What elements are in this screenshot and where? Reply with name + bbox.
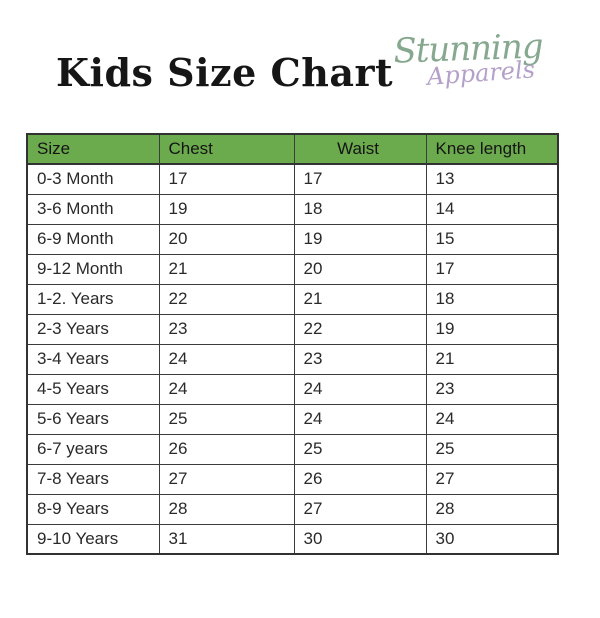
cell-size: 1-2. Years	[26, 283, 160, 315]
cell-knee: 21	[425, 343, 559, 375]
cell-waist: 20	[293, 253, 427, 285]
kids-size-chart-table: Size Chest Waist Knee length 0-3 Month 1…	[26, 133, 559, 555]
brand-logo: Stunning Apparels	[388, 26, 548, 90]
cell-knee: 27	[425, 463, 559, 495]
cell-waist: 19	[293, 223, 427, 255]
cell-chest: 24	[158, 343, 295, 375]
cell-size: 6-7 years	[26, 433, 160, 465]
cell-chest: 28	[158, 493, 295, 525]
cell-chest: 19	[158, 193, 295, 225]
column-header-knee-length: Knee length	[425, 133, 559, 165]
cell-waist: 24	[293, 403, 427, 435]
cell-size: 9-10 Years	[26, 523, 160, 555]
cell-size: 4-5 Years	[26, 373, 160, 405]
cell-size: 0-3 Month	[26, 163, 160, 195]
table-row: 6-7 years 26 25 25	[26, 433, 559, 465]
cell-waist: 26	[293, 463, 427, 495]
cell-size: 2-3 Years	[26, 313, 160, 345]
brand-name-apparels: Apparels	[426, 55, 536, 91]
cell-chest: 27	[158, 463, 295, 495]
cell-knee: 18	[425, 283, 559, 315]
cell-waist: 21	[293, 283, 427, 315]
cell-waist: 18	[293, 193, 427, 225]
cell-chest: 26	[158, 433, 295, 465]
cell-size: 3-6 Month	[26, 193, 160, 225]
table-row: 0-3 Month 17 17 13	[26, 163, 559, 195]
cell-knee: 25	[425, 433, 559, 465]
table-row: 5-6 Years 25 24 24	[26, 403, 559, 435]
column-header-size: Size	[26, 133, 160, 165]
cell-knee: 14	[425, 193, 559, 225]
cell-waist: 24	[293, 373, 427, 405]
cell-waist: 23	[293, 343, 427, 375]
cell-chest: 31	[158, 523, 295, 555]
table-row: 4-5 Years 24 24 23	[26, 373, 559, 405]
cell-knee: 23	[425, 373, 559, 405]
cell-knee: 28	[425, 493, 559, 525]
cell-chest: 21	[158, 253, 295, 285]
cell-chest: 20	[158, 223, 295, 255]
table-row: 2-3 Years 23 22 19	[26, 313, 559, 345]
cell-waist: 25	[293, 433, 427, 465]
table-header-row: Size Chest Waist Knee length	[26, 133, 559, 165]
cell-chest: 17	[158, 163, 295, 195]
cell-knee: 17	[425, 253, 559, 285]
table-row: 9-10 Years 31 30 30	[26, 523, 559, 555]
cell-size: 8-9 Years	[26, 493, 160, 525]
cell-chest: 24	[158, 373, 295, 405]
cell-knee: 19	[425, 313, 559, 345]
cell-chest: 22	[158, 283, 295, 315]
table-row: 8-9 Years 28 27 28	[26, 493, 559, 525]
table-row: 3-4 Years 24 23 21	[26, 343, 559, 375]
table-row: 7-8 Years 27 26 27	[26, 463, 559, 495]
column-header-waist: Waist	[293, 133, 427, 165]
table-row: 3-6 Month 19 18 14	[26, 193, 559, 225]
cell-size: 5-6 Years	[26, 403, 160, 435]
column-header-chest: Chest	[158, 133, 295, 165]
cell-chest: 25	[158, 403, 295, 435]
cell-size: 7-8 Years	[26, 463, 160, 495]
table-row: 6-9 Month 20 19 15	[26, 223, 559, 255]
page-title: Kids Size Chart	[56, 50, 394, 95]
cell-size: 9-12 Month	[26, 253, 160, 285]
cell-size: 6-9 Month	[26, 223, 160, 255]
cell-size: 3-4 Years	[26, 343, 160, 375]
cell-waist: 22	[293, 313, 427, 345]
cell-waist: 30	[293, 523, 427, 555]
cell-chest: 23	[158, 313, 295, 345]
cell-waist: 17	[293, 163, 427, 195]
cell-knee: 24	[425, 403, 559, 435]
cell-knee: 30	[425, 523, 559, 555]
cell-knee: 15	[425, 223, 559, 255]
cell-knee: 13	[425, 163, 559, 195]
brand-name-stunning: Stunning	[392, 26, 544, 72]
cell-waist: 27	[293, 493, 427, 525]
table-row: 9-12 Month 21 20 17	[26, 253, 559, 285]
table-row: 1-2. Years 22 21 18	[26, 283, 559, 315]
